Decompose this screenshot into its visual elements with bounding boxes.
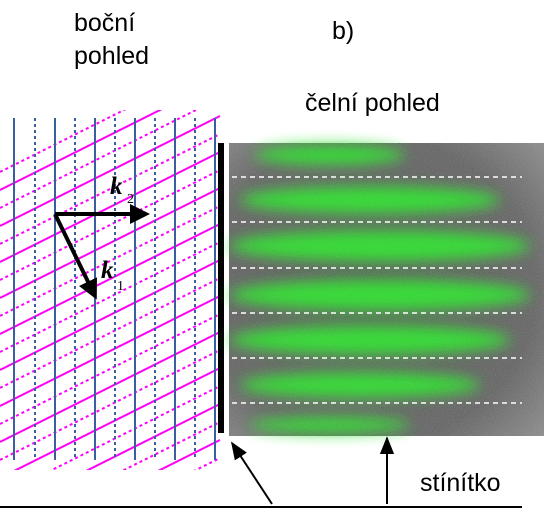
k2-symbol: k [110,173,123,200]
magenta-wavefront-dotted [0,110,199,209]
magenta-wavefront-dotted [0,494,220,514]
screen-pointer-side [231,441,273,505]
magenta-wavefront-solid [0,151,221,263]
magenta-wavefront-solid [0,115,221,227]
magenta-wavefront-solid [85,403,221,470]
wavefronts-group [0,110,221,514]
magenta-wavefront-dotted [0,349,221,461]
magenta-wavefront-solid [0,331,221,443]
magenta-wavefront-dotted [0,313,221,425]
magenta-wavefront-dotted [0,277,221,389]
front-view-label: čelní pohled [305,89,440,117]
magenta-wavefront-dotted [0,110,127,173]
magenta-wavefront-dotted [193,457,221,470]
panel-label: b) [332,17,355,45]
magenta-wavefront-solid [0,223,221,335]
magenta-wavefront-solid [0,259,221,371]
k1-arrow [53,213,97,300]
k1-symbol: k [101,257,114,284]
magenta-wavefront-dotted [0,205,221,317]
magenta-wavefront-solid [0,476,220,514]
magenta-wavefront-solid [0,187,221,299]
magenta-wavefront-dotted [0,169,221,281]
side-view-label-line2: pohled [74,42,150,70]
k2-subscript: 2 [127,192,134,207]
k1-subscript: 1 [117,279,124,294]
screen-bar [218,143,224,433]
magenta-wavefront-dotted [49,385,221,470]
magenta-wavefront-solid [13,367,221,470]
magenta-wavefront-solid [0,295,221,407]
fringe-photo [229,143,544,436]
magenta-wavefront-dotted [121,421,221,470]
screen-label: stínítko [420,469,501,497]
side-view-label-line1: boční [74,9,136,37]
magenta-wavefront-dotted [0,241,221,353]
magenta-wavefront-solid [157,439,221,470]
magenta-wavefront-dotted [0,133,221,245]
magenta-wavefront-solid [0,110,163,191]
